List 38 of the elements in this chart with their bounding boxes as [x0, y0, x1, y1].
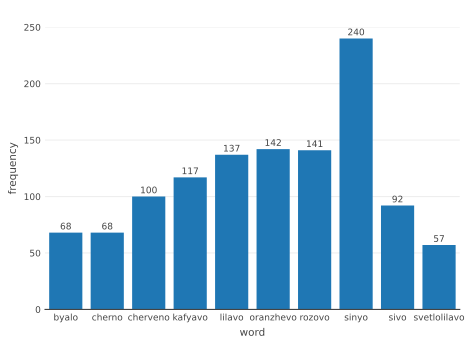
x-tick-label: sinyo — [344, 314, 368, 322]
bar — [174, 177, 207, 310]
x-tick-label: cherveno — [128, 314, 170, 321]
y-tick-label: 250 — [24, 24, 40, 31]
data-label: 57 — [434, 235, 444, 242]
y-tick-label: 0 — [36, 306, 40, 313]
bar — [256, 149, 290, 310]
bar — [298, 150, 332, 310]
data-label: 142 — [266, 139, 281, 146]
data-label: 92 — [392, 196, 402, 202]
x-axis-title: word — [240, 328, 264, 336]
y-tick-label: 150 — [24, 136, 40, 144]
x-tick-label: rozovo — [300, 315, 330, 321]
x-tick-label: kafyavo — [173, 314, 208, 322]
x-tick-label: byalo — [54, 314, 78, 322]
x-tick-label: lilavo — [220, 314, 244, 321]
data-label: 240 — [348, 28, 364, 36]
y-tick-label: 200 — [24, 80, 40, 88]
bar — [215, 154, 248, 310]
bar — [132, 196, 166, 310]
data-label: 68 — [102, 222, 112, 230]
bar — [90, 232, 124, 310]
data-label: 100 — [141, 186, 157, 194]
data-label: 68 — [60, 222, 71, 230]
data-label: 141 — [306, 140, 322, 147]
bar — [340, 38, 373, 310]
x-tick-label: sivo — [389, 314, 406, 321]
x-tick-label: cherno — [92, 314, 122, 321]
x-tick-label: svetlolilavo — [414, 314, 464, 321]
data-label: 117 — [182, 167, 198, 174]
bar — [49, 232, 82, 310]
data-label: 137 — [224, 144, 240, 152]
y-axis-title: frequency — [8, 142, 18, 194]
bar — [380, 206, 414, 310]
bar — [422, 245, 456, 310]
y-tick-label: 50 — [30, 250, 40, 257]
y-tick-label: 100 — [24, 193, 40, 200]
x-tick-label: oranzhevo — [250, 314, 296, 321]
